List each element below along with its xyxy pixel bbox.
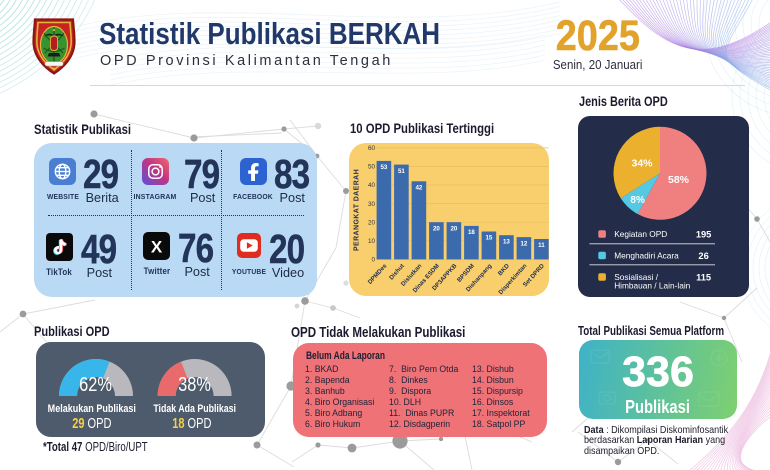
svg-text:Menghadiri Acara: Menghadiri Acara [614, 251, 679, 261]
svg-text:Sosialisasi /: Sosialisasi / [614, 272, 659, 282]
svg-text:12: 12 [520, 240, 527, 247]
svg-text:Himbauan / Lain-lain: Himbauan / Lain-lain [614, 280, 690, 290]
svg-text:40: 40 [368, 182, 376, 189]
svg-text:115: 115 [696, 273, 711, 283]
svg-text:PERANGKAT DAERAH: PERANGKAT DAERAH [354, 169, 361, 251]
svg-text:8%: 8% [630, 195, 645, 206]
svg-text:DPMDes: DPMDes [367, 262, 389, 286]
svg-text:60: 60 [368, 145, 376, 152]
svg-text:0: 0 [371, 256, 375, 263]
svg-text:20: 20 [433, 225, 440, 232]
svg-text:30: 30 [368, 200, 376, 207]
svg-text:20: 20 [368, 219, 376, 226]
svg-text:BKD: BKD [497, 262, 511, 277]
svg-text:51: 51 [398, 167, 405, 174]
svg-text:53: 53 [380, 164, 387, 171]
svg-text:18: 18 [468, 229, 475, 236]
svg-text:10: 10 [368, 238, 376, 245]
svg-text:Kegiatan OPD: Kegiatan OPD [614, 229, 667, 239]
svg-text:20: 20 [450, 225, 457, 232]
svg-text:11: 11 [538, 242, 545, 249]
svg-text:26: 26 [698, 251, 708, 261]
svg-text:X: X [151, 238, 163, 257]
svg-text:195: 195 [696, 230, 712, 240]
svg-text:42: 42 [415, 184, 422, 191]
svg-text:58%: 58% [668, 174, 690, 186]
svg-text:15: 15 [485, 234, 492, 241]
svg-text:34%: 34% [632, 158, 654, 170]
svg-text:50: 50 [368, 163, 376, 170]
svg-text:13: 13 [503, 238, 510, 245]
